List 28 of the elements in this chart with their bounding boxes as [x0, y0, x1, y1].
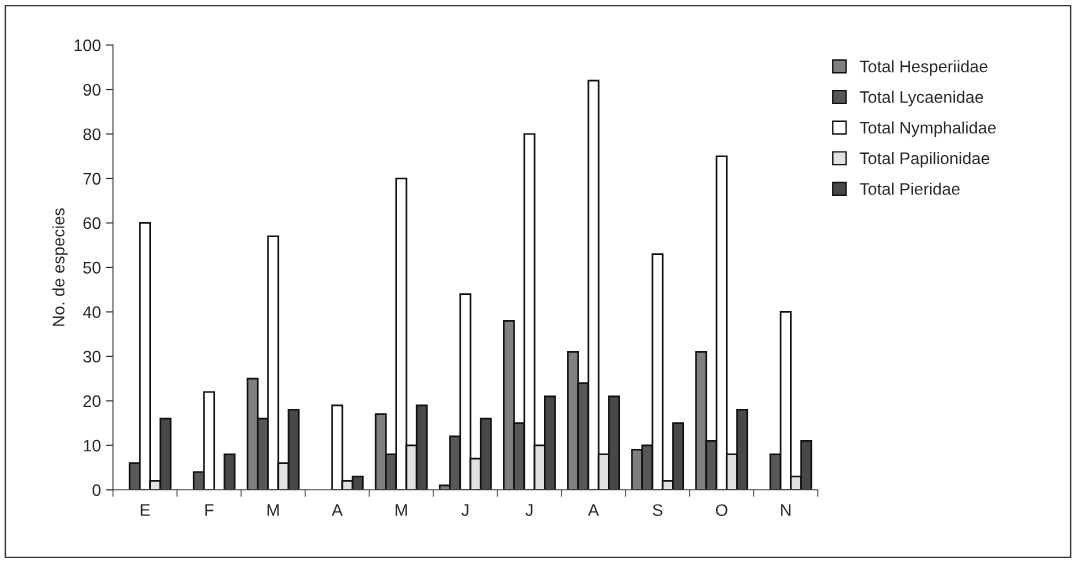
legend-label: Total Papilionidae: [859, 152, 990, 168]
x-tick-label: O: [715, 504, 728, 516]
x-tick-label: A: [587, 504, 600, 516]
y-tick-label: 50: [83, 261, 101, 274]
y-tick-label: 0: [92, 484, 101, 497]
x-tick-label: M: [395, 504, 407, 516]
legend-label: Total Hesperiidae: [859, 60, 988, 76]
y-tick-label: 20: [83, 395, 101, 408]
y-tick-label: 30: [83, 350, 101, 363]
y-axis-title: No. de especies: [52, 208, 68, 326]
x-tick-label: S: [652, 504, 663, 516]
x-tick-label: M: [267, 504, 279, 516]
y-tick-label: 80: [83, 128, 101, 141]
y-tick-label: 100: [74, 39, 101, 52]
y-tick-label: 10: [83, 439, 101, 452]
legend-label: Total Nymphalidae: [859, 121, 996, 137]
legend-label: Total Pieridae: [859, 182, 960, 195]
x-tick-label: E: [140, 504, 150, 516]
y-tick-label: 70: [83, 172, 101, 185]
legend-label: Total Lycaenidae: [859, 90, 984, 107]
x-tick-label: F: [205, 504, 214, 516]
x-tick-label: J: [461, 504, 469, 516]
y-tick-label: 60: [83, 217, 101, 230]
x-tick-label: A: [331, 504, 343, 516]
y-tick-label: 40: [83, 306, 101, 319]
x-tick-label: N: [781, 504, 791, 516]
x-tick-label: J: [525, 504, 533, 516]
y-tick-label: 90: [83, 83, 101, 96]
